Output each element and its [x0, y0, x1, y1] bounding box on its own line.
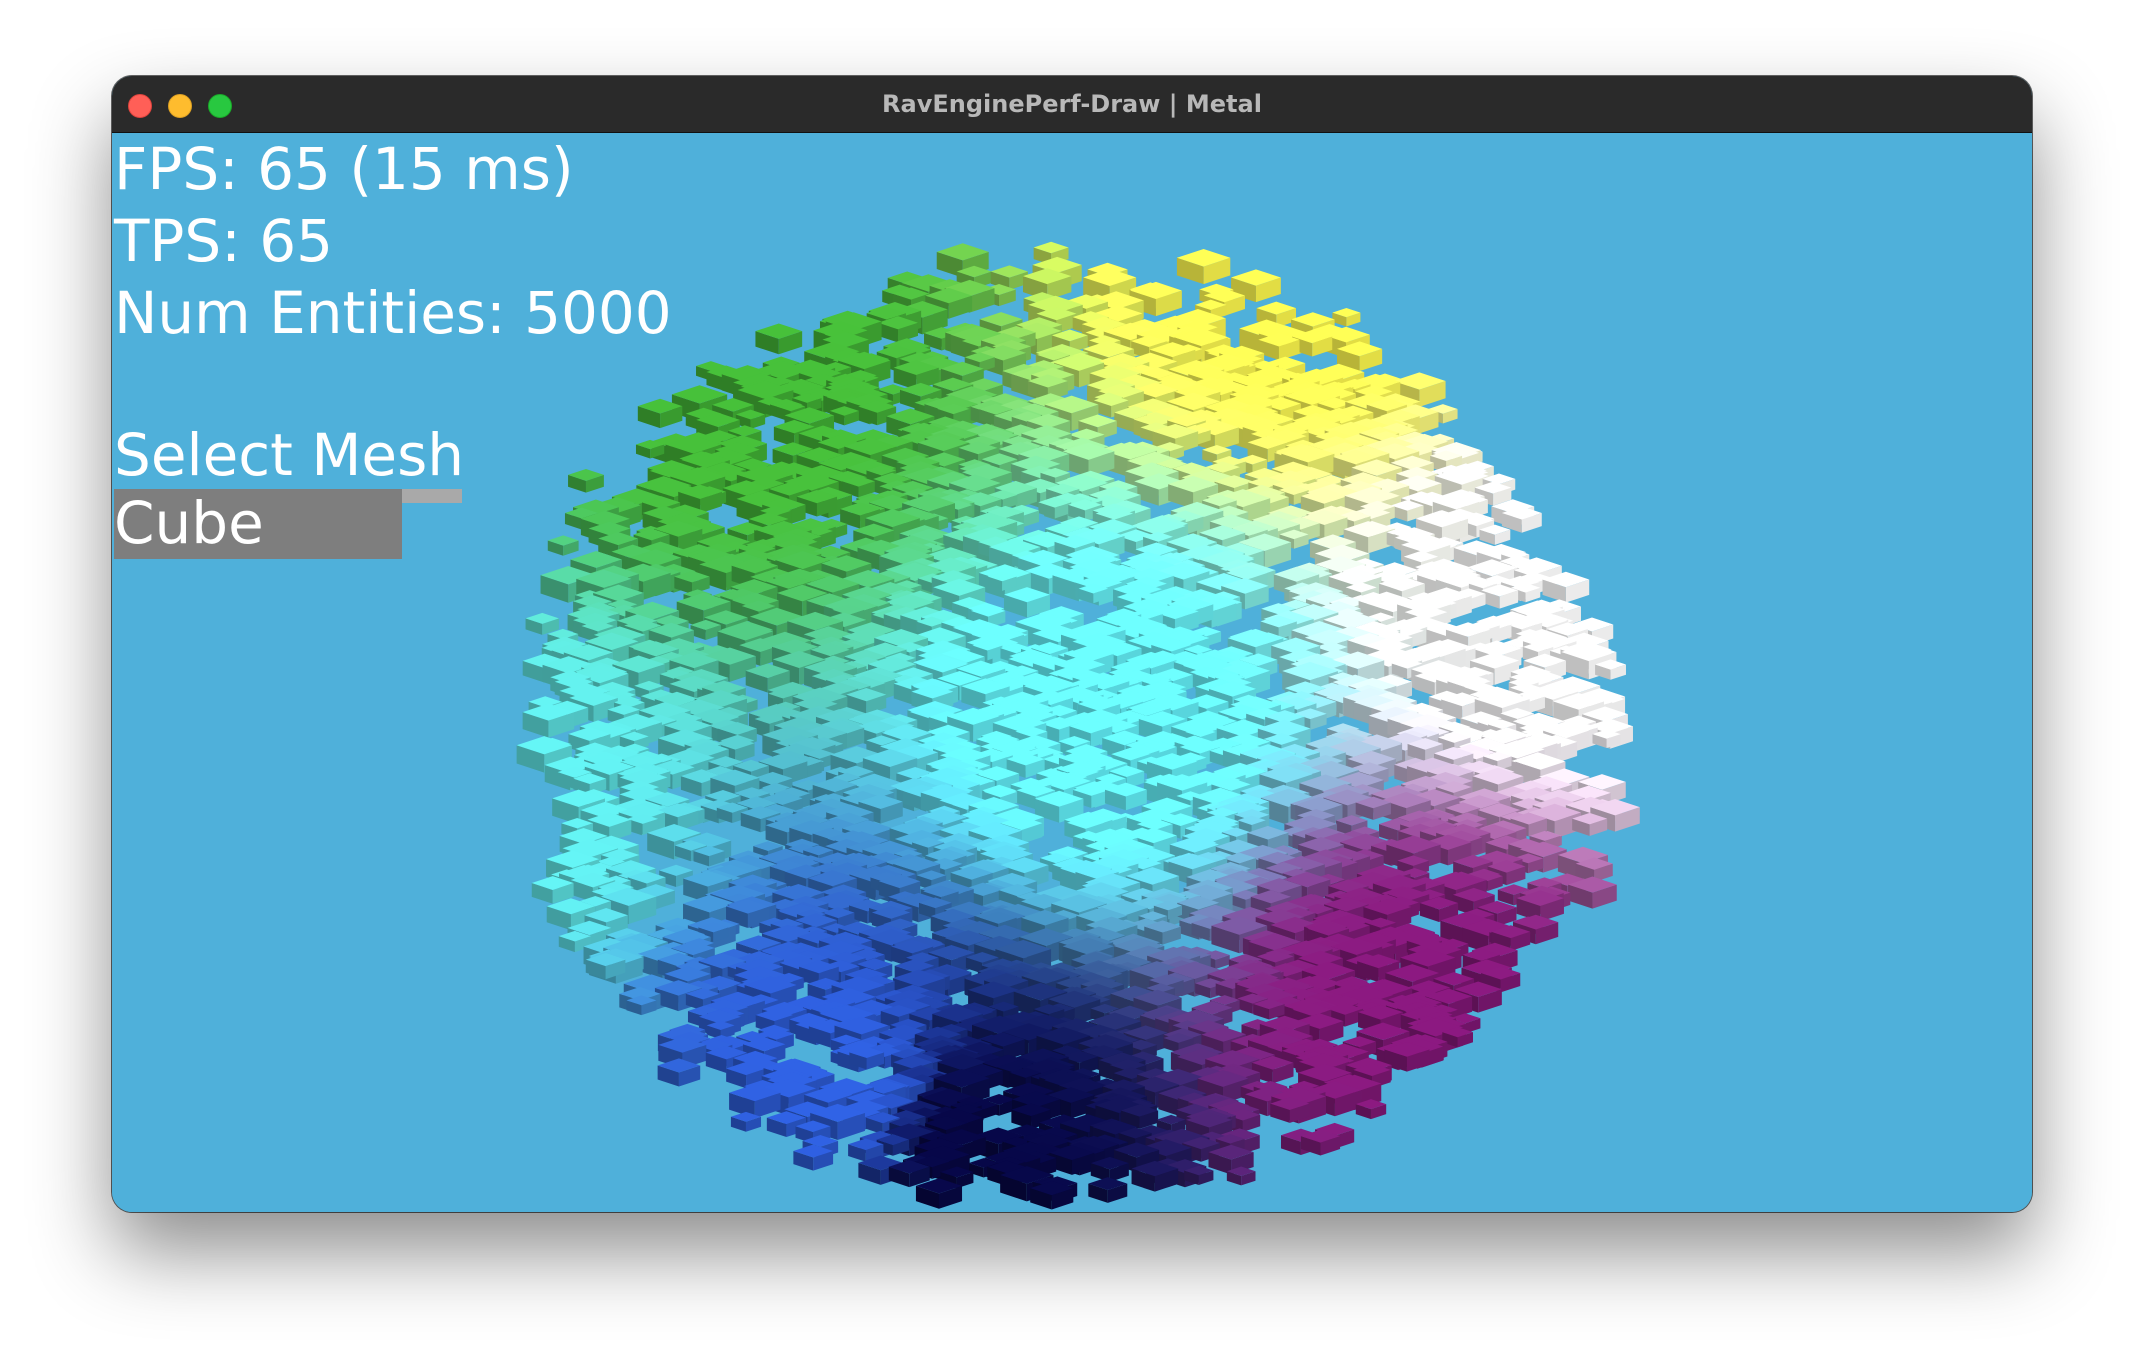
minimize-window-button[interactable] — [168, 94, 192, 118]
cube-entity — [525, 612, 559, 635]
render-viewport[interactable]: FPS: 65 (15 ms) TPS: 65 Num Entities: 50… — [112, 133, 2032, 1212]
app-window: RavEnginePerf-Draw | Metal FPS: 65 (15 m… — [112, 76, 2032, 1212]
cube-entity — [755, 323, 803, 355]
cube-cloud-render — [516, 241, 1640, 1210]
close-window-button[interactable] — [128, 94, 152, 118]
cube-entity — [1332, 308, 1361, 327]
window-title: RavEnginePerf-Draw | Metal — [882, 90, 1262, 118]
cube-entity — [568, 469, 604, 493]
select-mesh-label: Select Mesh — [114, 421, 465, 489]
zoom-window-button[interactable] — [208, 94, 232, 118]
cube-entity — [1176, 248, 1231, 285]
title-bar[interactable]: RavEnginePerf-Draw | Metal — [112, 76, 2032, 133]
mesh-select-value: Cube — [114, 489, 264, 557]
cube-entity — [637, 398, 683, 429]
tps-readout: TPS: 65 — [114, 207, 334, 275]
cube-entity — [547, 535, 579, 556]
cube-entity — [1258, 332, 1300, 361]
cube-entity — [858, 400, 897, 426]
cube-entity — [1088, 1177, 1128, 1203]
fps-readout: FPS: 65 (15 ms) — [114, 135, 574, 203]
entity-count-readout: Num Entities: 5000 — [114, 279, 672, 347]
mesh-select-scrollbar[interactable] — [402, 489, 462, 503]
cube-entity — [893, 360, 939, 390]
mesh-select-dropdown[interactable]: Cube — [114, 489, 402, 559]
cube-entity — [1337, 341, 1383, 372]
